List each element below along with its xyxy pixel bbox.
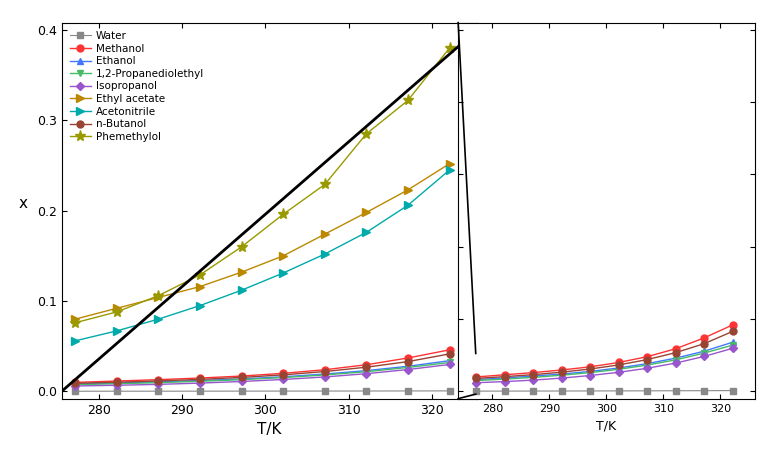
X-axis label: T/K: T/K (257, 422, 282, 437)
Y-axis label: x: x (18, 196, 28, 211)
Legend: Water, Methanol, Ethanol, 1,2-Propanediolethyl, Isopropanol, Ethyl acetate, Acet: Water, Methanol, Ethanol, 1,2-Propanedio… (67, 28, 207, 145)
X-axis label: T/K: T/K (596, 419, 617, 432)
